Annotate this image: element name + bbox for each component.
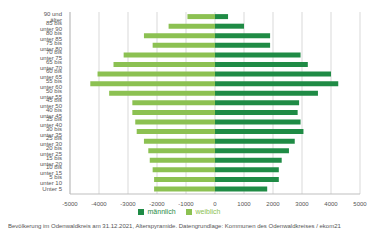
svg-text:1000: 1000 xyxy=(237,201,251,207)
svg-text:-1000: -1000 xyxy=(178,201,194,207)
svg-text:3000: 3000 xyxy=(295,201,309,207)
svg-text:Unter 5: Unter 5 xyxy=(42,186,62,192)
svg-text:2000: 2000 xyxy=(266,201,280,207)
svg-text:-4000: -4000 xyxy=(91,201,107,207)
svg-text:-2000: -2000 xyxy=(149,201,165,207)
svg-text:5000: 5000 xyxy=(353,201,367,207)
svg-text:4000: 4000 xyxy=(324,201,338,207)
svg-text:-5000: -5000 xyxy=(62,201,78,207)
svg-text:0: 0 xyxy=(213,201,217,207)
svg-text:5 bisunter 10: 5 bisunter 10 xyxy=(40,174,63,186)
svg-text:-3000: -3000 xyxy=(120,201,136,207)
